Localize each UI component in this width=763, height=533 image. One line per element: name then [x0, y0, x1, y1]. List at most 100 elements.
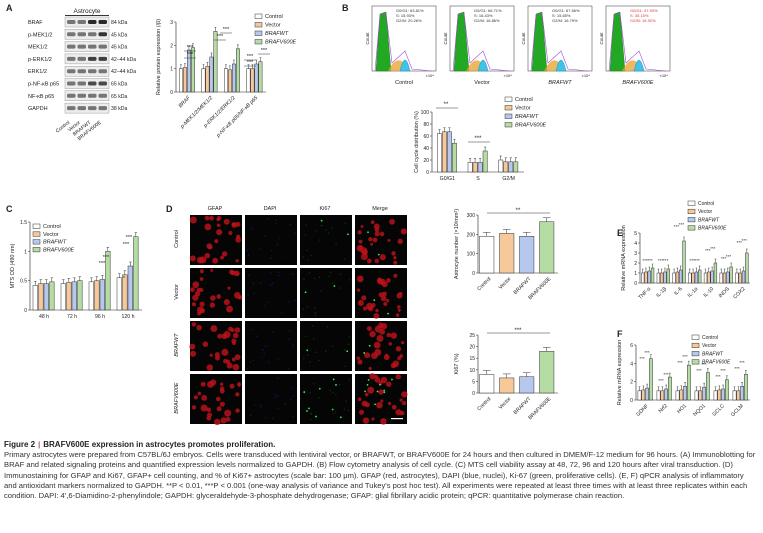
cell-dot — [344, 222, 347, 225]
bar — [741, 270, 746, 284]
ki67-dot — [383, 391, 386, 394]
cell-dot — [374, 258, 380, 264]
cell-dot — [313, 382, 315, 385]
cell-dot — [313, 277, 316, 280]
blot-protein-label: GAPDH — [28, 106, 48, 112]
cell-dot — [383, 354, 390, 361]
significance-label: *** — [99, 261, 106, 267]
cell-dot — [214, 239, 219, 244]
bar — [641, 389, 646, 401]
cell-dot — [310, 413, 313, 415]
y-tick-label: 0 — [170, 90, 173, 96]
blot-band — [88, 20, 97, 24]
cell-dot — [215, 396, 221, 402]
y-tick-label: 80 — [423, 122, 429, 128]
bar — [664, 388, 668, 401]
significance-label: *** — [261, 48, 268, 54]
bar — [637, 390, 642, 401]
x-category-label: TNF-α — [638, 286, 653, 301]
x-category-label: 96 h — [95, 314, 105, 320]
blot-band — [77, 106, 86, 111]
cell-dot — [263, 352, 266, 355]
bar — [127, 265, 133, 311]
cell-dot — [311, 325, 314, 327]
cell-dot — [237, 294, 243, 300]
blot-protein-label: ERK1/2 — [28, 69, 47, 75]
flow-y-label: Count — [365, 32, 370, 45]
legend-swatch — [32, 239, 41, 245]
y-tick-label: 0 — [472, 391, 475, 397]
bar — [94, 280, 100, 311]
bar — [735, 272, 739, 284]
legend-label: Vector — [698, 209, 713, 215]
flow-s-label: S: 15.93% — [396, 13, 415, 18]
bar — [77, 280, 83, 311]
bar — [213, 31, 218, 93]
cell-dot — [389, 218, 395, 225]
flow-condition-label: BRAFV600E — [622, 80, 654, 86]
ki67-dot — [379, 383, 381, 386]
bar — [691, 272, 695, 284]
cell-dot — [267, 217, 269, 220]
legend-label: BRAFV600E — [702, 360, 731, 366]
significance-label: *** — [247, 54, 254, 60]
cell-dot — [275, 393, 277, 396]
blot-band — [88, 32, 97, 37]
cell-dot — [364, 392, 369, 397]
legend-swatch — [254, 13, 263, 19]
flow-g0-label: G0/G1: 47.93% — [630, 8, 658, 13]
cell-dot — [193, 395, 198, 400]
cell-dot — [306, 354, 309, 357]
cell-dot — [375, 308, 379, 313]
y-tick-label: 4 — [634, 241, 637, 247]
legend-label: Control — [515, 97, 533, 103]
blot-cell-label: Astrocyte — [73, 8, 100, 15]
bar — [719, 272, 723, 284]
flow-g0-label: G0/G1: 66.71% — [474, 8, 502, 13]
cell-dot — [200, 381, 206, 387]
cell-dot — [348, 279, 351, 281]
cell-dot — [210, 268, 214, 272]
cell-dot — [216, 223, 221, 228]
cell-dot — [338, 383, 341, 386]
cell-dot — [332, 391, 334, 394]
cell-dot — [277, 377, 279, 380]
bar — [250, 68, 255, 93]
ki67-dot — [368, 344, 371, 347]
micro-column-label: DAPI — [264, 206, 277, 212]
bar — [736, 390, 741, 401]
bar — [498, 159, 504, 173]
ki67-dot — [332, 378, 335, 381]
cell-dot — [399, 410, 405, 416]
cell-dot — [393, 273, 398, 278]
micro-tile — [190, 268, 243, 318]
cell-dot — [264, 234, 266, 237]
cell-dot — [209, 302, 216, 308]
cell-dot — [206, 407, 212, 413]
cell-dot — [347, 343, 350, 345]
micro-tile — [300, 268, 352, 318]
y-tick-label: 40 — [423, 146, 429, 152]
cell-dot — [237, 383, 241, 387]
blot-band — [77, 56, 86, 61]
cell-dot — [224, 409, 232, 417]
ki67-dot — [366, 383, 369, 386]
legend-label: BRAFWT — [43, 240, 67, 246]
blot-protein-label: NF-κB p65 — [28, 94, 54, 100]
cell-dot — [374, 348, 382, 356]
bar — [513, 161, 519, 173]
micro-tile-bg — [245, 215, 297, 265]
x-category-label: Nrf2 — [658, 403, 669, 414]
cell-dot — [292, 344, 295, 347]
cell-dot — [219, 382, 224, 386]
blot-band — [98, 69, 107, 74]
cell-dot — [277, 395, 279, 397]
cell-dot — [320, 290, 322, 292]
cell-dot — [327, 232, 330, 234]
cell-dot — [357, 397, 362, 402]
legend-swatch — [254, 30, 263, 36]
bar — [539, 221, 555, 274]
cell-dot — [378, 389, 384, 395]
